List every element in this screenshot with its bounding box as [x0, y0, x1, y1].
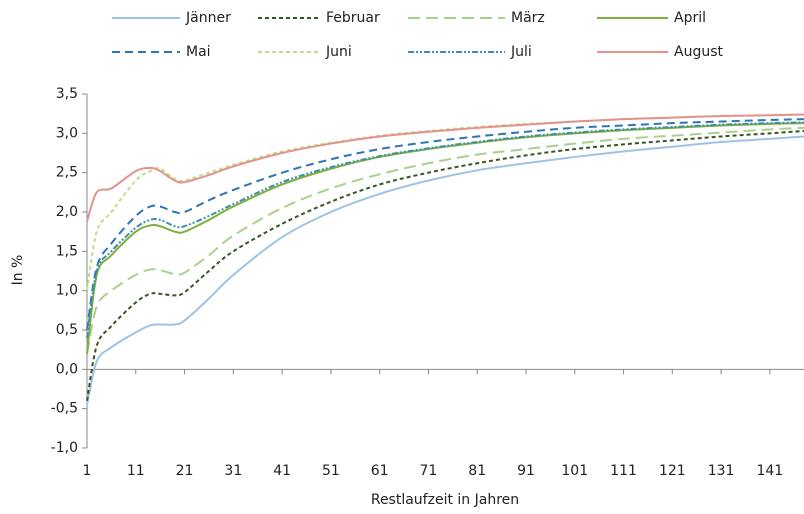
- legend-label: Februar: [326, 10, 380, 26]
- legend-label: April: [674, 10, 706, 26]
- x-tick-label: 101: [561, 463, 588, 479]
- series-line: [86, 126, 804, 354]
- x-tick-label: 121: [659, 463, 686, 479]
- x-tick-label: 41: [273, 463, 291, 479]
- y-tick-label: 0,0: [56, 361, 78, 377]
- series-line: [86, 121, 804, 339]
- y-tick-label: 1,0: [56, 283, 78, 299]
- y-tick-label: 3,5: [56, 86, 78, 102]
- x-tick-label: 51: [322, 463, 340, 479]
- x-tick-label: 11: [127, 463, 145, 479]
- y-tick-label: 2,0: [56, 204, 78, 220]
- x-tick-label: 31: [224, 463, 242, 479]
- x-tick-label: 21: [176, 463, 194, 479]
- y-tick-label: 2,5: [56, 165, 78, 181]
- y-axis-label: In %: [10, 255, 26, 286]
- series-line: [86, 113, 804, 291]
- x-tick-label: 141: [756, 463, 783, 479]
- legend-label: März: [511, 10, 545, 26]
- legend-label: Juli: [510, 44, 532, 60]
- series-line: [86, 113, 804, 222]
- y-tick-label: -0,5: [51, 401, 78, 417]
- series-line: [86, 118, 804, 331]
- x-tick-label: 1: [83, 463, 92, 479]
- legend-label: Juni: [325, 44, 352, 60]
- series-line: [86, 122, 804, 354]
- y-tick-label: 0,5: [56, 322, 78, 338]
- y-tick-label: -1,0: [51, 440, 78, 456]
- legend-label: Jänner: [185, 10, 231, 26]
- x-tick-label: 61: [371, 463, 389, 479]
- x-tick-label: 71: [420, 463, 438, 479]
- x-tick-label: 81: [468, 463, 486, 479]
- y-tick-label: 3,0: [56, 125, 78, 141]
- x-tick-label: 111: [610, 463, 637, 479]
- x-axis-label: Restlaufzeit in Jahren: [371, 492, 519, 508]
- legend-label: August: [674, 44, 724, 60]
- series-line: [86, 135, 804, 405]
- x-tick-label: 91: [517, 463, 535, 479]
- y-tick-label: 1,5: [56, 243, 78, 259]
- legend-label: Mai: [186, 44, 211, 60]
- x-tick-label: 131: [708, 463, 735, 479]
